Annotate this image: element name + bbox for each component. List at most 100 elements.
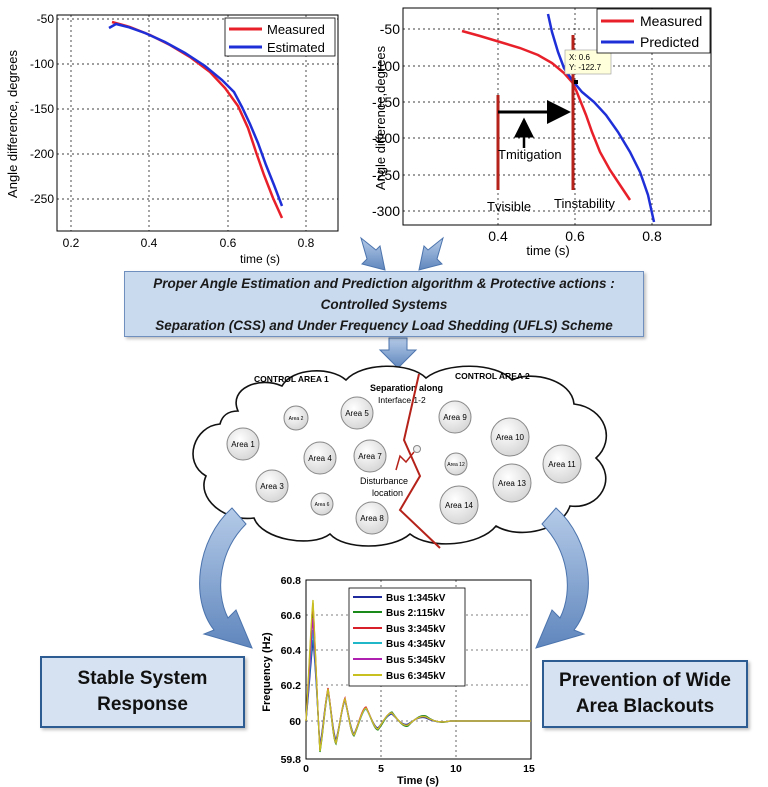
tl-legend-measured: Measured [267, 22, 325, 37]
tmitigation-label: Tmitigation [498, 147, 562, 162]
tr-xlabel: time (s) [526, 243, 569, 258]
freq-xtick: 5 [378, 763, 384, 775]
tr-yticks: -50 -100 -150 -200 -250 -300 [372, 21, 400, 219]
curved-arrow-left [199, 507, 253, 649]
freq-legend-bus4: Bus 4:345kV [386, 639, 446, 650]
tl-ytick: -150 [30, 102, 54, 116]
disturbance-label: Disturbance [360, 476, 408, 486]
area-label: Area 5 [345, 409, 369, 418]
stable-response-line-2: Response [97, 694, 188, 715]
freq-legend-bus1: Bus 1:345kV [386, 593, 446, 604]
freq-ytick: 60.4 [281, 645, 302, 657]
freq-legend-bus2: Bus 2:115kV [386, 608, 445, 619]
tr-ytick: -250 [372, 167, 400, 183]
area-node [353, 439, 387, 473]
freq-legend-bus5: Bus 5:345kV [386, 655, 446, 666]
area-node [492, 463, 532, 503]
area-node [438, 400, 472, 434]
tr-predicted-line [546, 13, 656, 223]
area-node [226, 427, 260, 461]
area-label: Area 4 [308, 454, 332, 463]
freq-ytick: 59.8 [281, 754, 302, 766]
area-node [355, 501, 389, 535]
control-area-1-label: CONTROL AREA 1 [254, 374, 329, 384]
tl-legend [224, 17, 336, 57]
blackout-prevention-line-2: Area Blackouts [575, 696, 715, 717]
datatip-y: Y: -122.7 [569, 63, 602, 72]
down-arrow-left [360, 236, 386, 271]
tl-ytick: -100 [30, 57, 54, 71]
tl-xtick: 0.6 [220, 236, 237, 250]
tr-ytick: -50 [380, 21, 400, 37]
top-right-chart: Tmitigation Tvisible Tinstability X: 0.6… [372, 7, 712, 258]
tl-xtick: 0.2 [63, 236, 80, 250]
disturbance-bolt [395, 451, 415, 471]
top-left-chart: Measured Estimated -50 -100 -150 -200 -2… [5, 12, 339, 266]
area-node [283, 405, 309, 431]
area-label: Area 8 [360, 514, 384, 523]
banner-line-1: Proper Angle Estimation and Prediction a… [153, 275, 615, 312]
area-label: Area 1 [231, 440, 255, 449]
tl-ytick: -200 [30, 147, 54, 161]
freq-yticks: 60.8 60.6 60.4 60.2 60 59.8 [281, 575, 302, 766]
freq-legend-bus6: Bus 6:345kV [386, 671, 446, 682]
freq-xtick: 15 [523, 763, 535, 775]
tl-xticks: 0.2 0.4 0.6 0.8 [63, 236, 315, 250]
area-label: Area 7 [358, 452, 382, 461]
freq-xlabel: Time (s) [397, 775, 439, 787]
freq-legend [348, 587, 466, 687]
tr-ylabel: Angle difference,degrees [373, 45, 388, 190]
freq-legend-bus3: Bus 3:345kV [386, 624, 446, 635]
tr-ytick: -300 [372, 203, 400, 219]
area-label: Area 14 [445, 501, 474, 510]
area-node [444, 452, 468, 476]
area-circles: Area 1 Area 2 Area 3 Area 4 Area 5 Area … [226, 396, 582, 535]
datatip-point [574, 80, 578, 84]
area-node [340, 396, 374, 430]
tr-legend [596, 8, 711, 54]
blackout-prevention-box: Prevention of Wide Area Blackouts [542, 660, 748, 728]
algorithm-banner: Proper Angle Estimation and Prediction a… [124, 271, 644, 337]
freq-ytick: 60 [289, 716, 301, 728]
stable-response-box: Stable System Response [40, 656, 245, 728]
separation-label: Separation along [370, 383, 443, 393]
area-label: Area 9 [443, 413, 467, 422]
tl-xtick: 0.8 [298, 236, 315, 250]
down-arrow-center [378, 337, 418, 369]
area-node [303, 441, 337, 475]
tl-ylabel: Angle difference, degrees [5, 50, 20, 198]
down-arrow-right [418, 236, 444, 271]
tr-ytick: -100 [372, 58, 400, 74]
tr-legend-predicted: Predicted [640, 34, 699, 50]
disturbance-point [413, 445, 421, 453]
tl-estimated-line [108, 22, 284, 207]
separation-line [398, 373, 441, 549]
area-node [310, 492, 334, 516]
tinstability-label: Tinstability [554, 196, 615, 211]
tr-ytick: -150 [372, 94, 400, 110]
tr-xticks: 0.4 0.6 0.8 [488, 228, 662, 244]
freq-xtick: 10 [450, 763, 462, 775]
datatip-x: X: 0.6 [569, 53, 590, 62]
location-label: location [372, 488, 403, 498]
freq-xticks: 0 5 10 15 [303, 763, 535, 775]
freq-ytick: 60.6 [281, 610, 302, 622]
area-node [542, 444, 582, 484]
blackout-prevention-line-1: Prevention of Wide [559, 670, 731, 691]
tvisible-label: Tvisible [487, 199, 531, 214]
area-label: Area 6 [315, 502, 330, 508]
freq-ylabel: Frequency (Hz) [261, 632, 273, 712]
area-label: Area 10 [496, 433, 525, 442]
area-label: Area 2 [289, 416, 304, 422]
freq-xtick: 0 [303, 763, 309, 775]
tr-legend-measured: Measured [640, 13, 702, 29]
area-node [490, 417, 530, 457]
tr-xtick: 0.4 [488, 228, 508, 244]
area-label: Area 12 [447, 462, 465, 468]
area-node [255, 469, 289, 503]
freq-ytick: 60.8 [281, 575, 302, 587]
freq-ytick: 60.2 [281, 680, 302, 692]
freq-legend-entries: Bus 1:345kV Bus 2:115kV Bus 3:345kV Bus … [353, 593, 446, 682]
frequency-chart: Bus 1:345kV Bus 2:115kV Bus 3:345kV Bus … [261, 575, 535, 787]
tl-legend-estimated: Estimated [267, 40, 325, 55]
